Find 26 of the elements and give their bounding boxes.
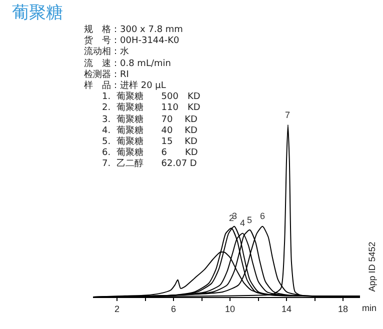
- annotation: 7: [285, 110, 290, 120]
- x-tick-label: 14: [282, 304, 292, 314]
- annotation: 4. 葡聚糖 40 KD: [102, 125, 198, 136]
- annotation: 6. 葡聚糖 6 KD: [102, 147, 198, 158]
- x-tick-label: 10: [225, 304, 236, 314]
- text: 样 品：进样 20 μL: [84, 80, 166, 91]
- text: 检测器：RI: [84, 69, 129, 80]
- annotation: 3. 葡聚糖 70 KD: [102, 114, 198, 125]
- annotation: 5. 葡聚糖 15 KD: [102, 136, 198, 147]
- text: 规 格：300 x 7.8 mm: [84, 24, 183, 35]
- chart-title: 葡聚糖: [12, 2, 63, 23]
- annotation: 4: [240, 218, 246, 228]
- x-axis-title: min: [362, 303, 377, 313]
- text: 2. 葡聚糖 110 KD: [102, 102, 200, 113]
- annotation: 3: [232, 211, 238, 221]
- text: 1. 葡聚糖 500 KD: [102, 91, 200, 102]
- x-tick-label: 6: [171, 304, 176, 314]
- text: 流动相：水: [84, 46, 129, 57]
- x-tick-label: 18: [338, 304, 348, 314]
- text: 流 速：0.8 mL/min: [84, 58, 171, 69]
- annotation: 6: [260, 211, 266, 221]
- annotation: 5: [247, 215, 252, 225]
- x-tick-label: 2: [114, 304, 120, 314]
- text: App ID 5452: [366, 242, 377, 292]
- annotation: 7. 乙二醇 62.07 D: [102, 158, 197, 169]
- text: 货 号：00H-3144-K0: [84, 35, 180, 46]
